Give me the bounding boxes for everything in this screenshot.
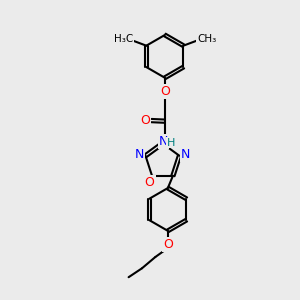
Text: CH₃: CH₃ [197, 34, 216, 44]
Text: H: H [167, 138, 175, 148]
Text: N: N [181, 148, 190, 161]
Text: N: N [159, 136, 168, 148]
Text: N: N [135, 148, 144, 161]
Text: O: O [160, 85, 170, 98]
Text: O: O [140, 114, 150, 127]
Text: O: O [163, 238, 173, 251]
Text: O: O [145, 176, 154, 189]
Text: H₃C: H₃C [113, 34, 133, 44]
